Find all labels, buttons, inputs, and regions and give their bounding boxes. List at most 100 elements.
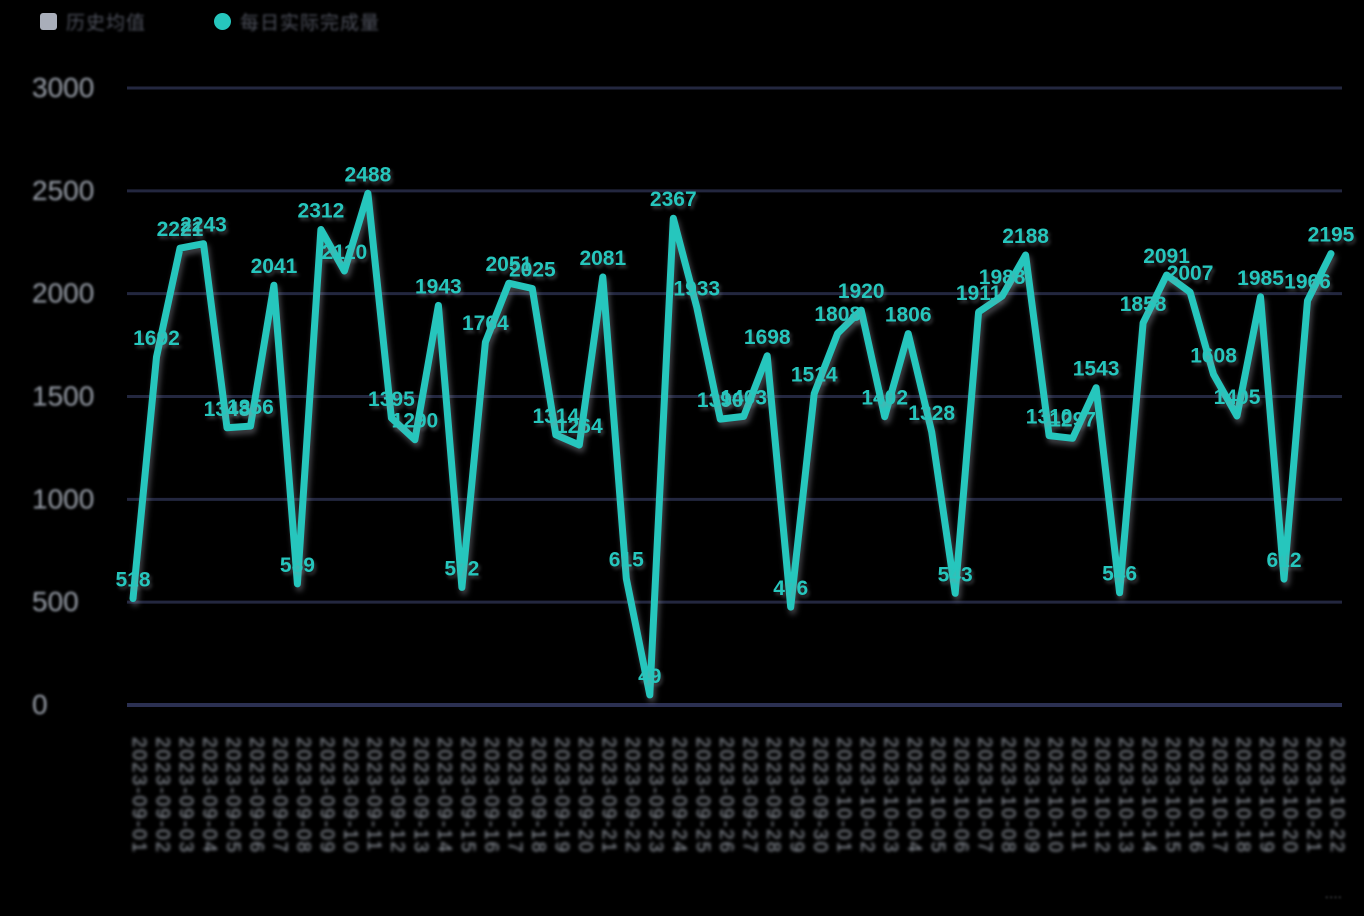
x-tick-label: 2023-09-08 [292,737,313,854]
data-point-label: 2091 [1143,245,1190,268]
y-tick-label: 2500 [32,175,94,206]
x-tick-label: 2023-10-21 [1303,737,1324,854]
x-tick-label: 2023-09-22 [621,737,642,854]
y-axis-labels: 3000 2500 2000 1500 1000 500 0 [32,72,94,720]
x-tick-label: 2023-09-12 [386,737,407,854]
data-point-label: 1405 [1214,386,1261,409]
x-tick-label: 2023-09-01 [128,737,149,854]
data-point-label: 1858 [1120,293,1167,316]
data-point-label: 49 [638,665,661,688]
data-point-label: 546 [1102,563,1137,586]
data-point-label: 2025 [509,259,556,282]
x-tick-label: 2023-10-16 [1185,737,1206,854]
x-tick-label: 2023-09-10 [339,737,360,854]
x-tick-label: 2023-09-27 [739,737,760,854]
x-tick-label: 2023-09-07 [269,737,290,854]
x-tick-label: 2023-09-20 [574,737,595,854]
watermark: ···· [1324,889,1342,904]
x-tick-label: 2023-09-29 [786,737,807,854]
data-point-label: 1290 [392,410,439,433]
legend-item-series-2[interactable]: 每日实际完成量 [214,8,380,35]
x-tick-label: 2023-10-09 [1021,737,1042,854]
x-tick-label: 2023-10-06 [950,737,971,854]
data-point-label: 1943 [415,275,462,298]
data-point-label: 1988 [979,266,1026,289]
data-point-label: 1297 [1049,408,1096,431]
data-point-label: 1764 [462,312,509,335]
x-tick-label: 2023-10-05 [927,737,948,854]
chart-legend: 历史均值 每日实际完成量 [40,8,380,35]
data-point-label: 2051 [485,253,532,276]
x-tick-label: 2023-10-07 [974,737,995,854]
data-point-label: 2243 [180,214,227,237]
x-tick-label: 2023-10-10 [1044,737,1065,854]
x-tick-label: 2023-10-18 [1232,737,1253,854]
legend-item-series-1[interactable]: 历史均值 [40,8,146,35]
x-axis-labels: 2023-09-01 2023-09-02 2023-09-03 2023-09-04… [128,737,1347,854]
data-point-label: 572 [444,557,479,580]
data-point-label: 1395 [368,388,415,411]
data-point-label: 1356 [227,396,274,419]
x-tick-label: 2023-09-03 [175,737,196,854]
data-point-label: 2081 [579,247,626,270]
x-tick-label: 2023-10-02 [856,737,877,854]
x-tick-label: 2023-10-20 [1279,737,1300,854]
gridlines [127,86,1342,707]
x-tick-label: 2023-09-23 [645,737,666,854]
data-point-label: 1264 [556,415,603,438]
data-point-label: 1920 [838,280,885,303]
x-tick-label: 2023-10-17 [1209,737,1230,854]
y-tick-label: 2000 [32,278,94,309]
legend-square-marker-icon [40,13,57,30]
data-point-label: 1314 [532,405,579,428]
x-tick-label: 2023-10-11 [1068,737,1089,853]
x-tick-label: 2023-09-19 [551,737,572,854]
data-point-label: 1985 [1237,267,1284,290]
x-tick-label: 2023-09-14 [433,737,454,854]
data-point-label: 2110 [322,241,368,264]
y-tick-label: 1000 [32,483,94,514]
data-point-label: 1808 [814,303,861,326]
series-line [129,189,1335,699]
x-tick-label: 2023-10-01 [833,737,854,854]
data-point-label: 1348 [204,398,251,421]
data-point-label: 2195 [1308,224,1355,247]
data-point-label: 2041 [251,255,298,278]
legend-circle-marker-icon [214,13,232,30]
x-tick-label: 2023-09-26 [715,737,736,854]
x-tick-label: 2023-10-04 [903,737,924,854]
x-tick-label: 2023-09-21 [598,737,619,854]
x-tick-label: 2023-09-17 [504,737,525,854]
data-point-label: 2007 [1167,262,1214,285]
legend-item-label: 每日实际完成量 [240,13,381,34]
data-point-label: 1310 [1026,406,1073,429]
data-point-label: 1403 [720,386,767,409]
data-point-label: 1698 [744,326,791,349]
data-point-label: 1966 [1284,271,1331,294]
y-tick-label: 500 [32,586,79,617]
data-point-label: 2367 [650,188,697,211]
y-tick-label: 1500 [32,381,94,412]
data-point-label: 1543 [1073,358,1120,381]
x-tick-label: 2023-09-04 [198,737,219,854]
data-point-label: 1806 [885,304,932,327]
data-point-label: 1933 [673,277,720,300]
x-tick-label: 2023-10-12 [1091,737,1112,854]
data-point-label: 1390 [697,389,744,412]
x-tick-label: 2023-09-15 [457,737,478,854]
data-point-label: 589 [280,554,315,577]
x-tick-label: 2023-09-30 [809,737,830,854]
data-point-label: 518 [115,568,150,591]
data-point-label: 1608 [1190,344,1237,367]
x-tick-label: 2023-09-28 [762,737,783,854]
data-point-label: 543 [938,563,973,586]
x-tick-label: 2023-09-09 [316,737,337,854]
data-point-label: 2188 [1002,225,1049,248]
x-tick-label: 2023-09-06 [245,737,266,854]
legend-item-label: 历史均值 [66,13,147,34]
data-point-label: 1328 [908,402,955,425]
x-tick-label: 2023-09-16 [480,737,501,854]
data-point-label: 615 [609,549,644,572]
